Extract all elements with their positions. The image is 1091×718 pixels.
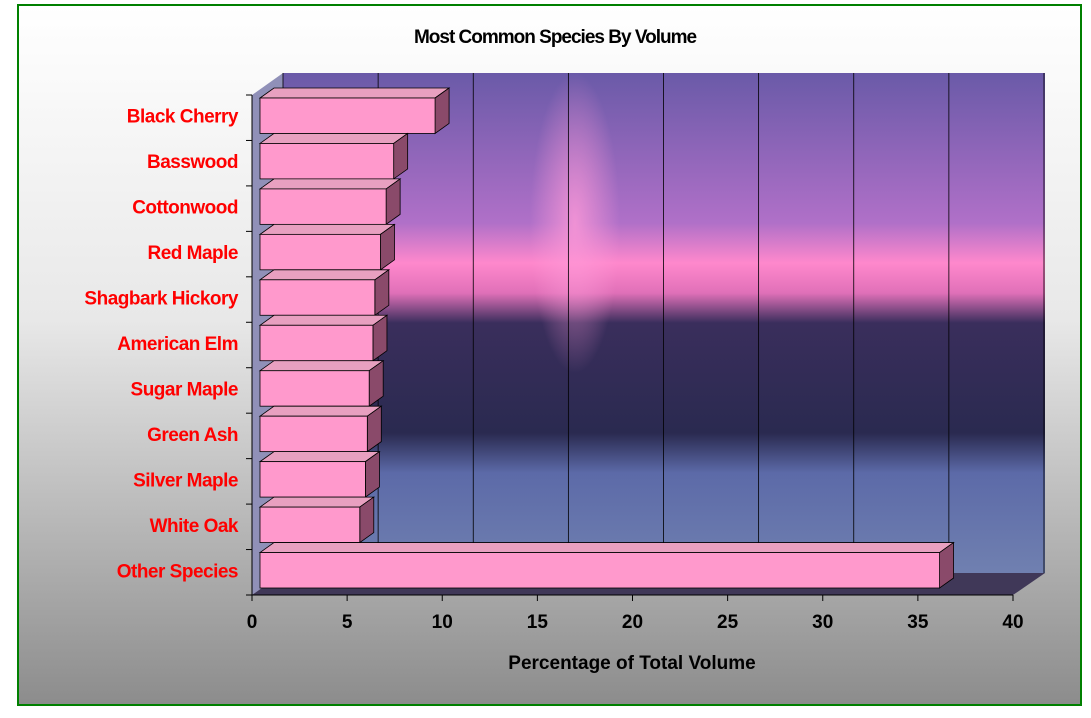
x-tick-label: 40 [1002, 612, 1023, 633]
y-tick-label: Red Maple [147, 243, 238, 264]
bar-front [260, 325, 373, 360]
x-tick-label: 35 [907, 612, 929, 633]
y-tick-label: Black Cherry [127, 107, 239, 128]
bar-top [260, 179, 400, 189]
x-tick-label: 15 [527, 612, 549, 633]
bar-top [260, 133, 408, 143]
bar-front [260, 507, 360, 542]
bar [260, 270, 389, 315]
bar-top [260, 543, 954, 553]
y-tick-label: Shagbark Hickory [84, 289, 238, 310]
y-tick-label: Other Species [117, 561, 238, 582]
y-tick-label: Silver Maple [133, 470, 238, 491]
x-tick-label: 20 [622, 612, 643, 633]
bar-front [260, 280, 375, 315]
y-tick-label: White Oak [150, 516, 239, 537]
bar-top [260, 361, 383, 371]
bar-top [260, 88, 449, 98]
y-tick-label: Cottonwood [132, 198, 238, 219]
x-tick-label: 30 [812, 612, 833, 633]
bar-top [260, 497, 374, 507]
bar [260, 361, 383, 406]
bar-front [260, 189, 386, 224]
x-tick-label: 5 [342, 612, 353, 633]
bar [260, 224, 394, 269]
bar-front [260, 98, 435, 133]
bar-front [260, 234, 380, 269]
y-tick-label: Green Ash [147, 425, 238, 446]
y-tick-label: American Elm [117, 334, 238, 355]
bar [260, 497, 374, 542]
bar-top [260, 406, 381, 416]
bar-top [260, 270, 389, 280]
bar-front [260, 416, 367, 451]
y-tick-label: Basswood [147, 152, 238, 173]
y-tick-label: Sugar Maple [131, 379, 238, 400]
bar-front [260, 143, 394, 178]
bar [260, 543, 954, 588]
x-tick-label: 10 [432, 612, 453, 633]
bar-top [260, 224, 394, 234]
bar [260, 179, 400, 224]
bar-front [260, 553, 940, 588]
bar [260, 88, 449, 133]
photo-glow [530, 73, 620, 373]
x-axis-title: Percentage of Total Volume [508, 653, 755, 674]
bar [260, 406, 381, 451]
chart: Most Common Species By Volume Percentage… [0, 0, 1091, 718]
x-tick-label: 25 [717, 612, 739, 633]
bar [260, 133, 408, 178]
bar-top [260, 315, 387, 325]
x-tick-label: 0 [247, 612, 258, 633]
bar-top [260, 452, 379, 462]
bar [260, 452, 379, 497]
bar-front [260, 462, 365, 497]
bar [260, 315, 387, 360]
chart-title: Most Common Species By Volume [414, 27, 697, 48]
bar-front [260, 371, 369, 406]
